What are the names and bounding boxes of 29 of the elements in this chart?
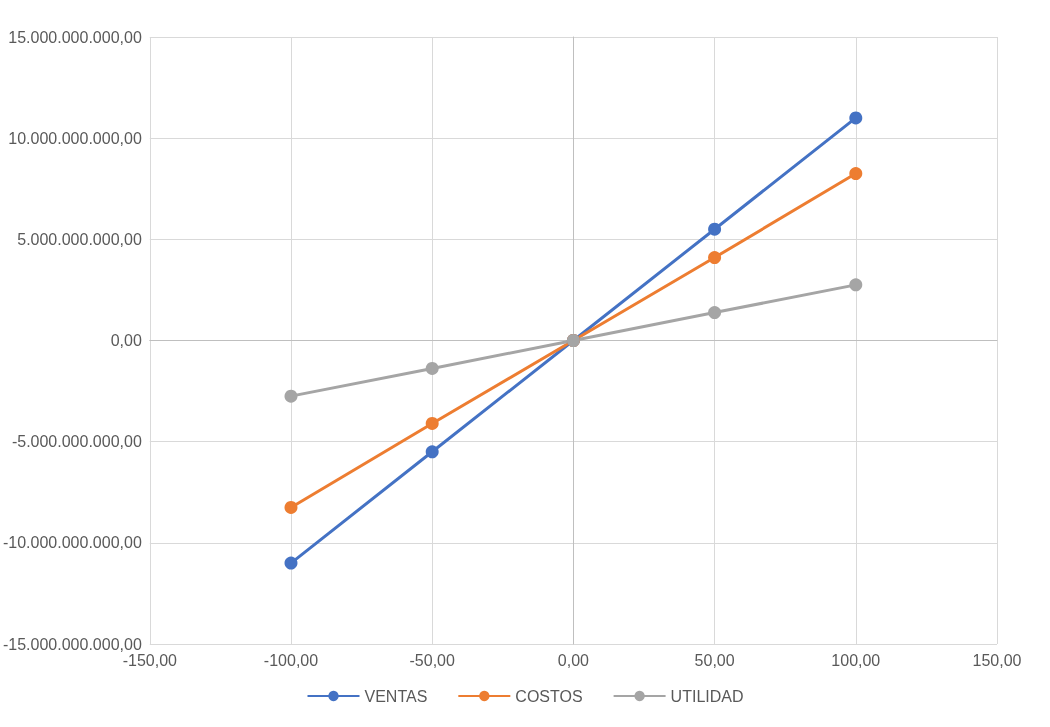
point <box>708 251 722 265</box>
y-tick-label: -5.000.000.000,00 <box>11 433 142 451</box>
y-tick-label: 5.000.000.000,00 <box>17 230 142 248</box>
x-tick-label: 150,00 <box>972 651 1022 669</box>
point <box>849 111 863 125</box>
point <box>284 500 298 514</box>
point <box>849 278 863 292</box>
point <box>849 167 863 181</box>
y-tick-label: 15.000.000.000,00 <box>8 28 142 46</box>
x-tick-label: 0,00 <box>557 651 590 669</box>
legend-label: UTILIDAD <box>670 687 744 705</box>
y-tick-label: 10.000.000.000,00 <box>8 129 142 147</box>
x-tick-label: 100,00 <box>831 651 881 669</box>
point <box>425 445 439 459</box>
point <box>284 389 298 403</box>
x-tick-label: -50,00 <box>409 651 455 669</box>
x-tick-label: 50,00 <box>694 651 735 669</box>
x-tick-label: -100,00 <box>263 651 319 669</box>
y-tick-label: -10.000.000.000,00 <box>2 534 142 552</box>
y-tick-label: 0,00 <box>110 332 142 349</box>
point <box>708 222 722 236</box>
y-tick-label: -15.000.000.000,00 <box>2 635 142 653</box>
point <box>425 361 439 375</box>
point <box>708 306 722 320</box>
point <box>284 556 298 570</box>
legend-label: COSTOS <box>515 687 583 705</box>
x-tick-label: -150,00 <box>122 651 178 669</box>
point <box>425 416 439 430</box>
legend-label: VENTAS <box>364 687 428 705</box>
